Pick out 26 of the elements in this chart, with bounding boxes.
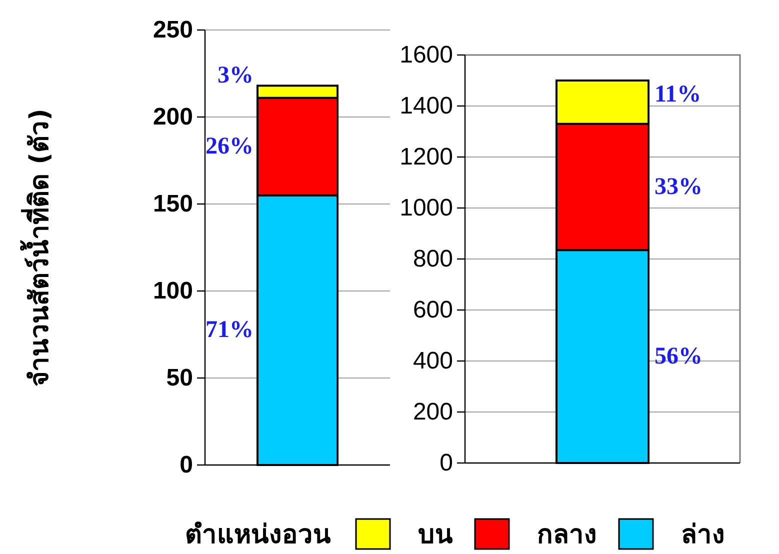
y-tick-label: 0 — [440, 450, 453, 476]
y-tick-label: 200 — [152, 104, 193, 130]
y-tick-label: 100 — [152, 278, 193, 304]
y-tick-label: 50 — [166, 364, 193, 392]
annotation: 71% — [206, 317, 254, 344]
y-tick-label: 1200 — [400, 144, 453, 170]
legend-label: บน — [418, 520, 453, 550]
annotation: 26% — [206, 134, 254, 160]
y-tick-label: 400 — [412, 348, 453, 374]
annotation: 56% — [654, 344, 702, 370]
y-tick-label: 250 — [152, 16, 193, 44]
annotation: 3% — [218, 62, 254, 89]
y-tick-label: 1000 — [400, 194, 453, 222]
y-tick-label: 800 — [412, 246, 453, 272]
y-tick-label: 0 — [180, 452, 193, 478]
annotation: 11% — [654, 82, 702, 108]
y-tick-label: 600 — [412, 296, 453, 324]
legend-label: กลาง — [537, 520, 597, 550]
y-tick-label: 200 — [412, 398, 453, 426]
annotation: 33% — [654, 174, 702, 200]
y-tick-label: 1600 — [400, 42, 453, 68]
legend-title: ตำแหน่งอวน — [185, 520, 331, 550]
y-axis-title: จำนวนสัตว์น้ำที่ติด (ตัว) — [19, 108, 55, 386]
y-tick-label: 1400 — [400, 92, 453, 120]
y-tick-label: 150 — [152, 190, 193, 218]
legend-label: ล่าง — [681, 520, 725, 550]
